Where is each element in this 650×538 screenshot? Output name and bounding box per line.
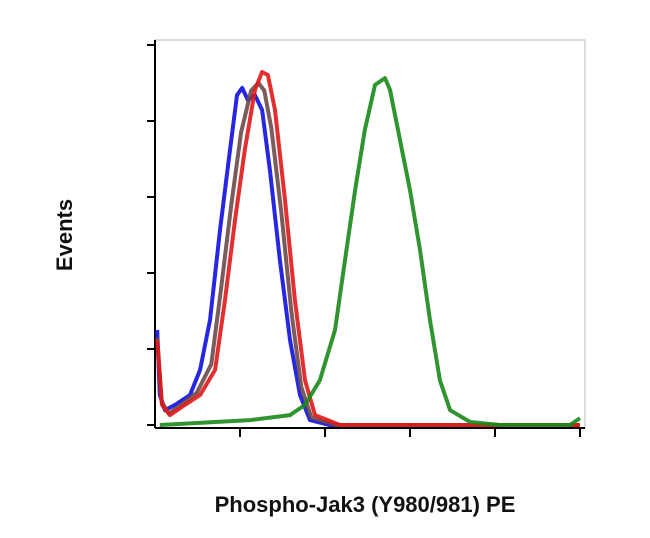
y-axis-label: Events xyxy=(52,199,77,271)
x-axis-label: Phospho-Jak3 (Y980/981) PE xyxy=(215,492,516,517)
histogram-line xyxy=(155,81,580,427)
histogram-line xyxy=(159,76,582,427)
histogram-line xyxy=(155,70,580,427)
histogram-line xyxy=(155,85,580,427)
